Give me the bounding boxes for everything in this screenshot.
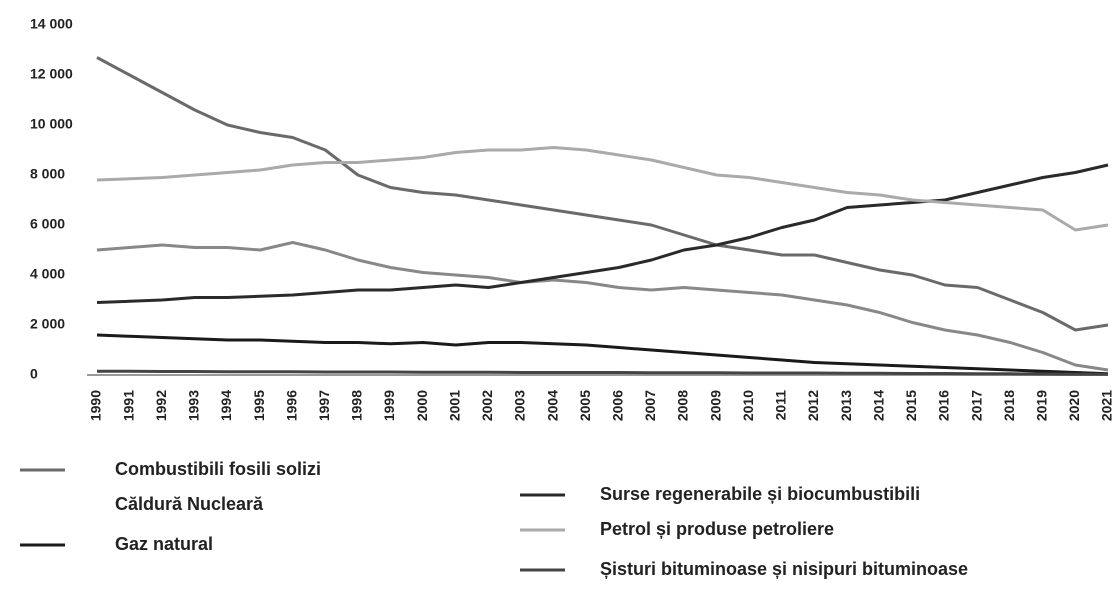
x-tick-label: 2013 xyxy=(838,390,854,421)
x-tick-label: 2002 xyxy=(479,390,495,421)
x-tick-label: 2003 xyxy=(512,390,528,421)
x-tick-label: 2014 xyxy=(870,390,886,421)
y-tick-label: 12 000 xyxy=(30,66,73,82)
series-line xyxy=(96,333,1109,376)
x-tick-label: 2018 xyxy=(1001,390,1017,421)
x-tick-label: 2006 xyxy=(610,390,626,421)
x-tick-label: 1991 xyxy=(120,390,136,421)
series-line xyxy=(96,163,1109,304)
x-tick-label: 1994 xyxy=(218,390,234,421)
x-tick-label: 2012 xyxy=(805,390,821,421)
x-tick-label: 2020 xyxy=(1066,390,1082,421)
x-tick-label: 2016 xyxy=(936,390,952,421)
x-tick-label: 1990 xyxy=(88,390,104,421)
legend-label: Combustibili fosili solizi xyxy=(115,459,321,479)
x-tick-label: 1992 xyxy=(153,390,169,421)
y-tick-label: 2 000 xyxy=(30,316,65,332)
series-line xyxy=(96,146,1109,232)
x-tick-label: 2007 xyxy=(642,390,658,421)
legend-label: Căldură Nucleară xyxy=(115,494,264,514)
y-tick-label: 10 000 xyxy=(30,116,73,132)
x-tick-label: 2009 xyxy=(707,390,723,421)
x-tick-label: 1998 xyxy=(349,390,365,421)
x-tick-label: 1993 xyxy=(186,390,202,421)
y-tick-label: 6 000 xyxy=(30,216,65,232)
y-tick-label: 14 000 xyxy=(30,16,73,32)
legend-label: Șisturi bituminoase și nisipuri bitumino… xyxy=(600,559,968,579)
x-tick-label: 2001 xyxy=(446,390,462,421)
legend-label: Petrol și produse petroliere xyxy=(600,519,834,539)
x-tick-label: 2004 xyxy=(544,390,560,421)
legend-label: Gaz natural xyxy=(115,534,213,554)
y-tick-label: 8 000 xyxy=(30,166,65,182)
x-tick-label: 1997 xyxy=(316,390,332,421)
x-tick-label: 2015 xyxy=(903,390,919,421)
series-line xyxy=(97,369,1108,376)
y-tick-label: 0 xyxy=(30,366,38,382)
x-tick-label: 1996 xyxy=(283,390,299,421)
legend-label: Surse regenerabile și biocumbustibili xyxy=(600,484,920,504)
x-tick-label: 2019 xyxy=(1033,390,1049,421)
series-line xyxy=(96,56,1109,332)
x-tick-label: 2005 xyxy=(577,390,593,421)
x-tick-label: 2010 xyxy=(740,390,756,421)
series-line xyxy=(96,241,1109,372)
y-tick-label: 4 000 xyxy=(30,266,65,282)
x-tick-label: 2000 xyxy=(414,390,430,421)
x-tick-label: 1999 xyxy=(381,390,397,421)
x-tick-label: 2008 xyxy=(675,390,691,421)
x-tick-label: 1995 xyxy=(251,390,267,421)
x-tick-label: 2017 xyxy=(968,390,984,421)
x-tick-label: 2011 xyxy=(773,390,789,421)
x-tick-label: 2021 xyxy=(1099,390,1115,421)
